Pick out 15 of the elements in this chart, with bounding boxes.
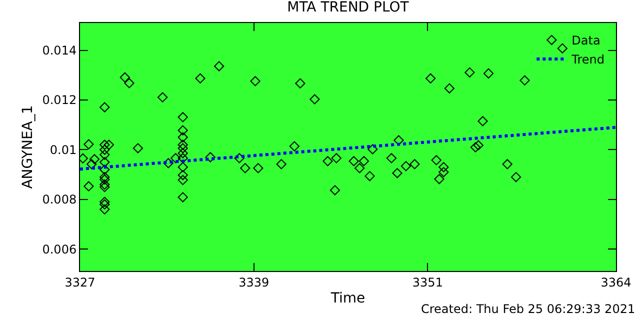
y-tick-label: 0.006	[42, 242, 77, 256]
x-tick-label: 3351	[412, 275, 443, 290]
x-tick-label: 3364	[600, 275, 632, 290]
text: Created: Thu Feb 25 06:29:33 2021	[421, 302, 636, 316]
x-tick-label: 3339	[238, 275, 270, 290]
y-tick-label: 0.014	[42, 44, 77, 58]
y-tick-label: 0.012	[42, 93, 77, 108]
legend-label: Trend	[570, 52, 604, 67]
x-tick-label: 3327	[64, 275, 96, 290]
y-tick-label: 0.01	[50, 142, 77, 157]
legend-label: Data	[572, 34, 600, 48]
chart-title: MTA TREND PLOT	[287, 0, 410, 16]
x-axis-title: Time	[330, 290, 366, 307]
y-axis-title: ANGYNEA_1	[20, 105, 36, 189]
y-tick-label: 0.008	[42, 192, 77, 207]
